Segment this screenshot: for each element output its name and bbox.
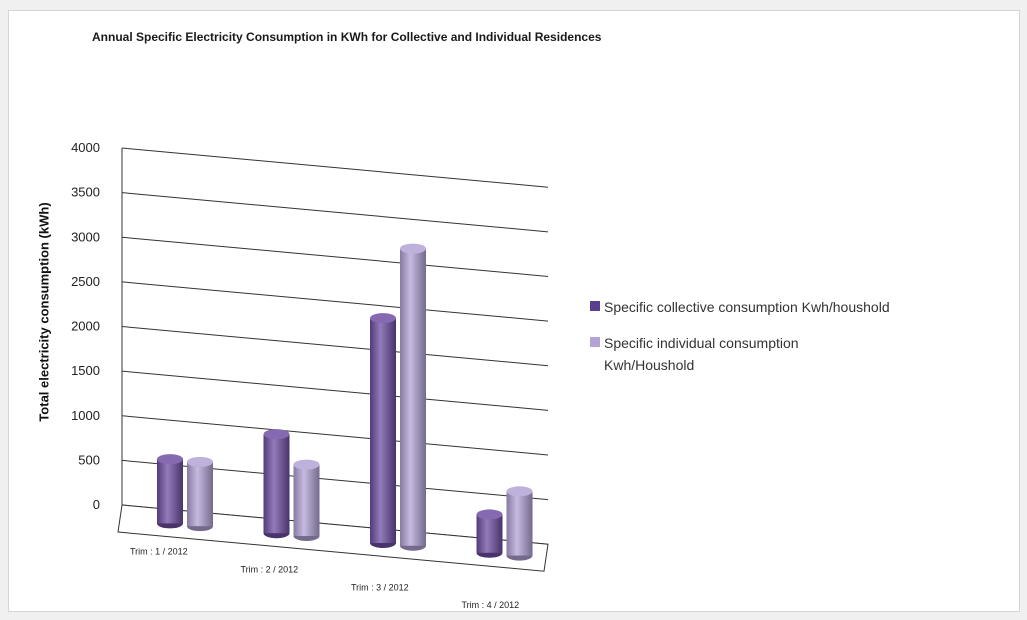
bar-top bbox=[263, 429, 290, 440]
x-tick-label: Trim : 2 / 2012 bbox=[241, 565, 299, 575]
bar-top bbox=[506, 486, 533, 497]
bar bbox=[370, 318, 396, 544]
bar-top bbox=[187, 456, 213, 467]
gridline bbox=[121, 192, 549, 233]
chart-title: Annual Specific Electricity Consumption … bbox=[92, 30, 602, 44]
legend-swatch-individual bbox=[590, 337, 600, 347]
gridline bbox=[121, 281, 549, 322]
bar bbox=[157, 459, 183, 524]
legend-item-individual: Specific individual consumption Kwh/Hous… bbox=[590, 332, 890, 376]
legend-item-collective: Specific collective consumption Kwh/hous… bbox=[590, 296, 890, 318]
gridline bbox=[121, 415, 549, 456]
x-tick-label: Trim : 4 / 2012 bbox=[462, 600, 520, 610]
y-tick-label: 3500 bbox=[71, 185, 100, 200]
y-tick-label: 3000 bbox=[71, 229, 100, 244]
bar-top bbox=[157, 454, 183, 465]
y-tick-label: 4000 bbox=[71, 140, 100, 155]
y-tick-label: 1500 bbox=[71, 363, 100, 378]
x-tick-label: Trim : 1 / 2012 bbox=[130, 547, 188, 557]
bar bbox=[293, 464, 320, 536]
legend-label-collective: Specific collective consumption Kwh/hous… bbox=[604, 299, 890, 315]
gridline bbox=[121, 147, 549, 188]
y-tick-label: 500 bbox=[78, 452, 100, 467]
gridline bbox=[121, 459, 549, 501]
bar-top bbox=[370, 313, 396, 324]
bar bbox=[506, 491, 533, 556]
bar bbox=[263, 434, 290, 534]
bar bbox=[476, 514, 503, 553]
bar bbox=[400, 248, 426, 546]
bar-top bbox=[293, 459, 320, 470]
bar-top bbox=[476, 509, 503, 520]
y-tick-label: 2500 bbox=[71, 274, 100, 289]
legend-label-individual: Specific individual consumption Kwh/Hous… bbox=[604, 335, 799, 373]
gridline bbox=[121, 370, 549, 411]
gridline bbox=[121, 326, 549, 367]
gridline bbox=[121, 236, 549, 277]
x-tick-label: Trim : 3 / 2012 bbox=[351, 582, 409, 592]
y-tick-label: 0 bbox=[93, 497, 100, 512]
legend-swatch-collective bbox=[590, 301, 600, 311]
y-tick-label: 1000 bbox=[71, 408, 100, 423]
bar bbox=[187, 461, 213, 527]
legend: Specific collective consumption Kwh/hous… bbox=[590, 296, 890, 390]
bar-top bbox=[400, 243, 426, 254]
y-tick-label: 2000 bbox=[71, 319, 100, 334]
